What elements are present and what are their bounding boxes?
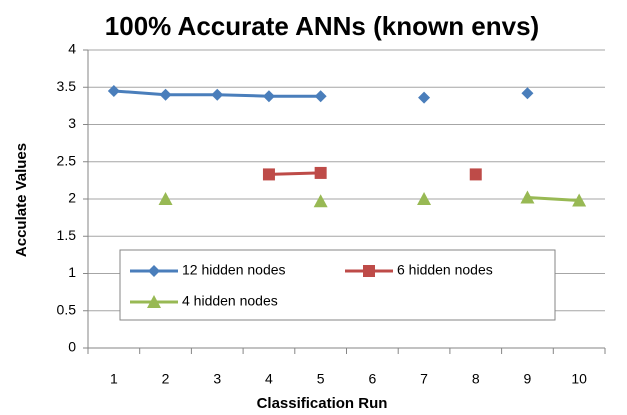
y-tick-label: 2.5 [57, 152, 77, 168]
x-tick-label: 7 [420, 371, 428, 387]
y-tick-label: 0 [68, 339, 76, 355]
marker [211, 88, 224, 101]
legend-label: 6 hidden nodes [397, 262, 493, 278]
y-tick-label: 3.5 [57, 78, 77, 94]
marker [418, 91, 431, 104]
marker [469, 168, 482, 181]
marker [572, 193, 587, 207]
chart-title: 100% Accurate ANNs (known envs) [105, 11, 539, 41]
y-tick-label: 1.5 [57, 227, 77, 243]
marker [159, 88, 172, 101]
legend-box [119, 249, 556, 321]
marker [521, 87, 534, 100]
marker [262, 90, 275, 103]
marker [520, 190, 535, 204]
marker [107, 84, 120, 97]
marker [417, 192, 432, 205]
legend-label: 12 hidden nodes [182, 262, 286, 278]
marker [148, 265, 160, 277]
x-tick-label: 9 [524, 371, 532, 387]
x-tick-label: 10 [571, 371, 587, 387]
x-tick-label: 2 [162, 371, 170, 387]
marker [262, 168, 275, 181]
y-tick-label: 1 [68, 264, 76, 280]
x-tick-label: 6 [368, 371, 376, 387]
y-axis-label: Acculate Values [13, 143, 30, 257]
y-tick-label: 2 [68, 190, 76, 206]
marker [158, 192, 173, 205]
marker [313, 194, 328, 208]
marker [363, 265, 375, 277]
x-tick-label: 1 [110, 371, 118, 387]
series-line [269, 173, 476, 174]
x-tick-label: 4 [265, 371, 273, 387]
marker [147, 295, 161, 308]
x-tick-label: 8 [472, 371, 480, 387]
y-tick-label: 3 [68, 115, 76, 131]
marker [314, 166, 327, 179]
x-tick-label: 5 [317, 371, 325, 387]
legend: 12 hidden nodes 6 hidden nodes 4 hidden no… [119, 249, 556, 321]
x-axis-label: Classification Run [257, 395, 388, 412]
x-tick-label: 3 [213, 371, 221, 387]
legend-label: 4 hidden nodes [182, 293, 278, 309]
y-tick-label: 0.5 [57, 301, 77, 317]
series-line [527, 196, 580, 202]
y-tick-label: 4 [68, 41, 76, 57]
marker [314, 90, 327, 103]
